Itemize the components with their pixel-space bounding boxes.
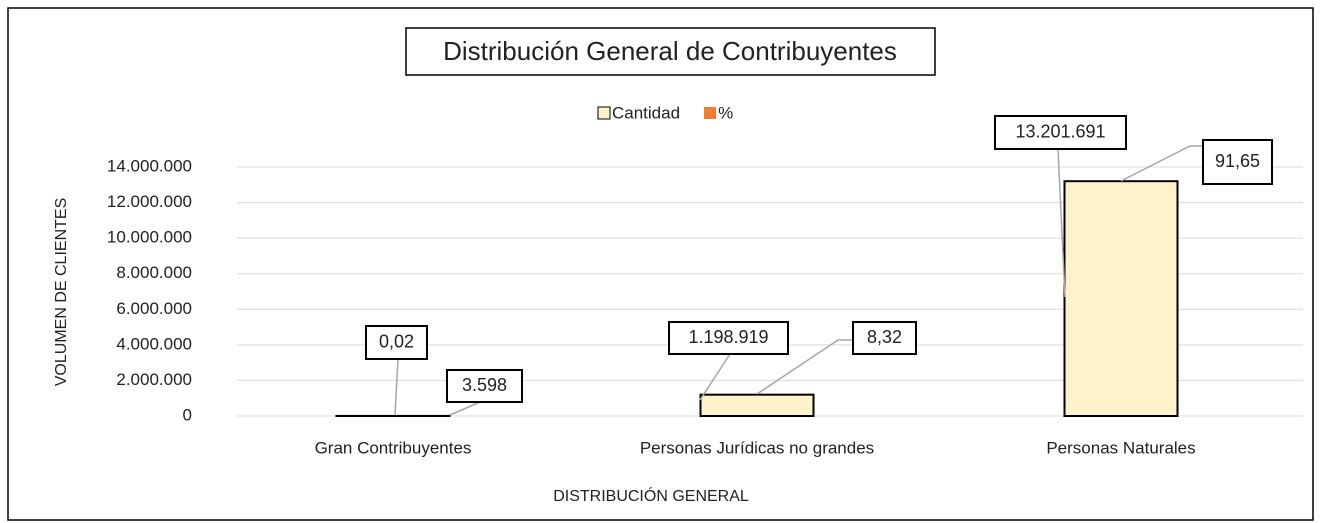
leader-line [1057, 148, 1066, 298]
y-tick-label: 6.000.000 [116, 299, 192, 318]
y-tick-label: 0 [183, 405, 192, 424]
data-label: 0,02 [379, 331, 414, 351]
y-tick-label: 8.000.000 [116, 263, 192, 282]
legend-swatch [597, 106, 611, 120]
label-box [668, 321, 789, 355]
x-tick-label: Personas Naturales [1046, 438, 1195, 457]
data-label: 3.598 [462, 375, 507, 395]
leader-line [394, 358, 399, 416]
data-label: 1.198.919 [688, 327, 768, 347]
label-box [852, 321, 917, 355]
x-tick-label: Personas Jurídicas no grandes [640, 438, 874, 457]
leader-line [756, 339, 853, 395]
y-tick-label: 4.000.000 [116, 334, 192, 353]
legend-label: Cantidad [612, 103, 680, 122]
legend-swatch [704, 107, 717, 119]
y-tick-label: 2.000.000 [116, 370, 192, 389]
bar [1063, 180, 1179, 417]
data-label: 91,65 [1215, 151, 1260, 171]
bar [699, 393, 815, 417]
label-box [994, 115, 1127, 150]
y-tick-label: 12.000.000 [107, 192, 192, 211]
leader-line [1120, 145, 1203, 182]
y-axis-title: VOLUMEN DE CLIENTES [53, 198, 70, 386]
leader-line [699, 353, 731, 401]
y-tick-label: 10.000.000 [107, 228, 192, 247]
data-label: 13.201.691 [1015, 121, 1105, 141]
x-tick-label: Gran Contribuyentes [315, 438, 472, 457]
legend-label: % [718, 103, 733, 122]
label-box [1202, 139, 1273, 185]
x-axis-title: DISTRIBUCIÓN GENERAL [553, 486, 749, 505]
title-box [405, 27, 936, 76]
label-box [365, 325, 428, 360]
chart-title: Distribución General de Contribuyentes [443, 36, 897, 66]
data-label: 8,32 [867, 327, 902, 347]
label-box [446, 369, 523, 403]
y-tick-label: 14.000.000 [107, 156, 192, 175]
